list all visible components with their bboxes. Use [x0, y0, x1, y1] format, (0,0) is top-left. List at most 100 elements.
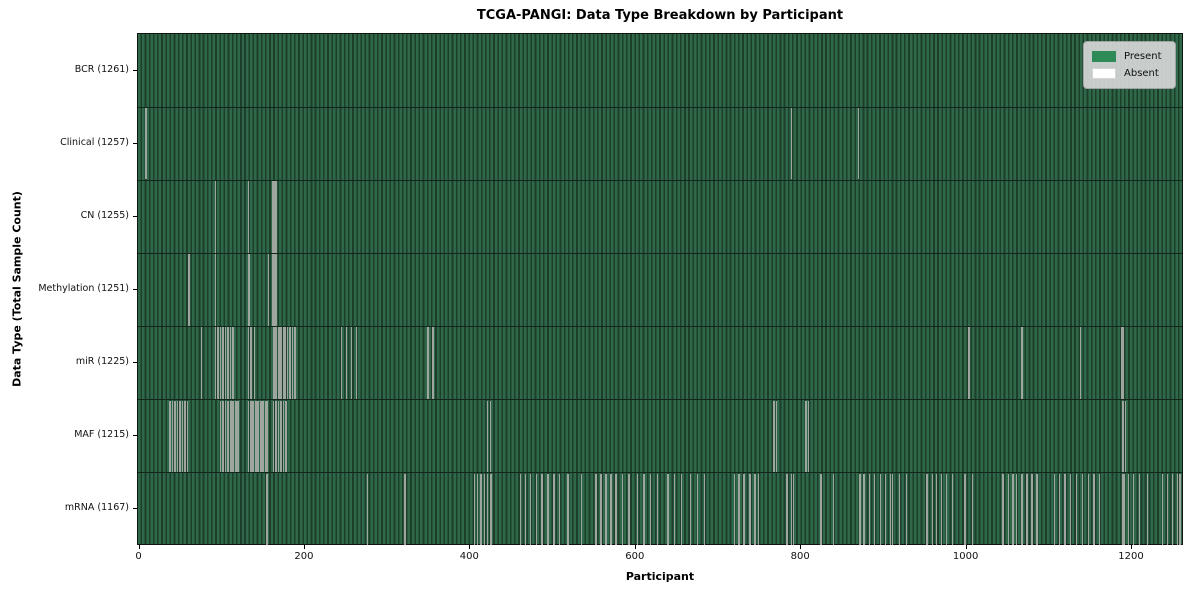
absent-gap-miR	[274, 327, 276, 399]
absent-gap-mRNA	[480, 473, 482, 546]
absent-gap-mRNA	[859, 473, 861, 546]
absent-swatch	[1092, 68, 1116, 79]
absent-gap-miR	[219, 327, 222, 399]
absent-gap-mRNA	[689, 473, 691, 546]
x-tick	[965, 545, 967, 549]
y-tick-label-miR: miR (1225)	[75, 356, 129, 368]
absent-gap-mRNA	[1036, 473, 1038, 546]
absent-gap-MAF	[257, 400, 260, 473]
absent-gap-miR	[1122, 327, 1124, 399]
absent-gap-MAF	[236, 400, 238, 473]
absent-gap-miR	[248, 327, 250, 399]
absent-gap-Methylation	[267, 254, 270, 326]
absent-gap-miR	[1080, 327, 1082, 399]
absent-gap-MAF	[266, 400, 268, 473]
absent-gap-mRNA	[615, 473, 617, 546]
absent-gap-MAF	[221, 400, 223, 473]
y-tick-label-CN: CN (1255)	[80, 209, 129, 221]
absent-gap-CN	[248, 181, 250, 253]
absent-gap-MAF	[228, 400, 230, 473]
absent-gap-miR	[227, 327, 229, 399]
absent-gap-mRNA	[1138, 473, 1141, 546]
absent-gap-Clinical	[857, 107, 859, 180]
absent-gap-mRNA	[1070, 473, 1072, 546]
absent-gap-miR	[968, 327, 970, 399]
row-divider	[138, 399, 1182, 401]
absent-gap-MAF	[233, 400, 235, 473]
absent-gap-MAF	[229, 400, 232, 473]
absent-gap-miR	[294, 327, 296, 399]
absent-gap-miR	[200, 327, 203, 399]
absent-gap-mRNA	[673, 473, 676, 546]
absent-gap-mRNA	[1128, 473, 1130, 546]
absent-gap-mRNA	[404, 473, 406, 546]
absent-gap-mRNA	[1008, 473, 1010, 546]
absent-gap-mRNA	[535, 473, 538, 546]
absent-gap-miR	[276, 327, 278, 399]
absent-gap-mRNA	[540, 473, 543, 546]
absent-gap-mRNA	[703, 473, 706, 546]
absent-gap-mRNA	[1161, 473, 1164, 546]
absent-gap-mRNA	[757, 473, 759, 546]
absent-gap-Methylation	[188, 254, 190, 326]
absent-gap-miR	[222, 327, 224, 399]
absent-gap-MAF	[226, 400, 228, 473]
absent-gap-mRNA	[547, 473, 549, 546]
absent-gap-mRNA	[786, 473, 788, 546]
absent-gap-mRNA	[1093, 473, 1095, 546]
absent-gap-miR	[355, 327, 357, 399]
absent-gap-MAF	[280, 400, 282, 473]
absent-gap-MAF	[224, 400, 227, 473]
absent-gap-mRNA	[667, 473, 669, 546]
absent-gap-Methylation	[271, 254, 274, 326]
absent-gap-mRNA	[1064, 473, 1066, 546]
absent-gap-MAF	[275, 400, 277, 473]
absent-gap-mRNA	[541, 473, 543, 546]
absent-gap-mRNA	[754, 473, 756, 546]
absent-gap-mRNA	[971, 473, 974, 546]
chart-title: TCGA-PANGI: Data Type Breakdown by Parti…	[476, 8, 844, 23]
absent-gap-MAF	[234, 400, 237, 473]
absent-gap-mRNA	[483, 473, 486, 546]
absent-gap-mRNA	[1002, 473, 1004, 546]
absent-gap-Methylation	[248, 254, 251, 326]
absent-gap-MAF	[254, 400, 256, 473]
absent-gap-miR	[272, 327, 275, 399]
absent-gap-miR	[232, 327, 234, 399]
absent-gap-mRNA	[605, 473, 607, 546]
absent-gap-mRNA	[926, 473, 928, 546]
absent-gap-MAF	[259, 400, 261, 473]
absent-gap-mRNA	[520, 473, 522, 546]
x-tick-label: 1200	[1118, 551, 1144, 562]
plot-area	[137, 33, 1183, 546]
absent-gap-mRNA	[1171, 473, 1174, 546]
absent-gap-MAF	[773, 400, 775, 473]
absent-gap-MAF	[169, 400, 171, 473]
x-tick	[303, 545, 305, 549]
absent-gap-mRNA	[951, 473, 954, 546]
absent-gap-Clinical	[790, 107, 792, 180]
absent-gap-MAF	[1122, 400, 1124, 473]
x-tick-label: 1000	[952, 551, 979, 562]
absent-gap-MAF	[487, 400, 489, 473]
absent-gap-mRNA	[1176, 473, 1179, 546]
absent-gap-mRNA	[266, 473, 268, 546]
y-tick	[133, 362, 137, 364]
x-tick-label: 400	[459, 551, 479, 562]
absent-gap-MAF	[186, 400, 189, 473]
absent-gap-mRNA	[1179, 473, 1181, 546]
absent-gap-mRNA	[697, 473, 699, 546]
absent-gap-mRNA	[530, 473, 532, 546]
absent-gap-mRNA	[941, 473, 943, 546]
legend-label-absent: Absent	[1124, 68, 1159, 79]
absent-gap-mRNA	[1122, 473, 1124, 546]
absent-gap-MAF	[181, 400, 184, 473]
x-tick	[634, 545, 636, 549]
absent-gap-mRNA	[1166, 473, 1169, 546]
absent-gap-miR	[224, 327, 227, 399]
absent-gap-miR	[284, 327, 286, 399]
absent-gap-mRNA	[477, 473, 479, 546]
absent-gap-MAF	[1124, 400, 1127, 473]
absent-gap-mRNA	[884, 473, 887, 546]
absent-gap-CN	[274, 181, 276, 253]
